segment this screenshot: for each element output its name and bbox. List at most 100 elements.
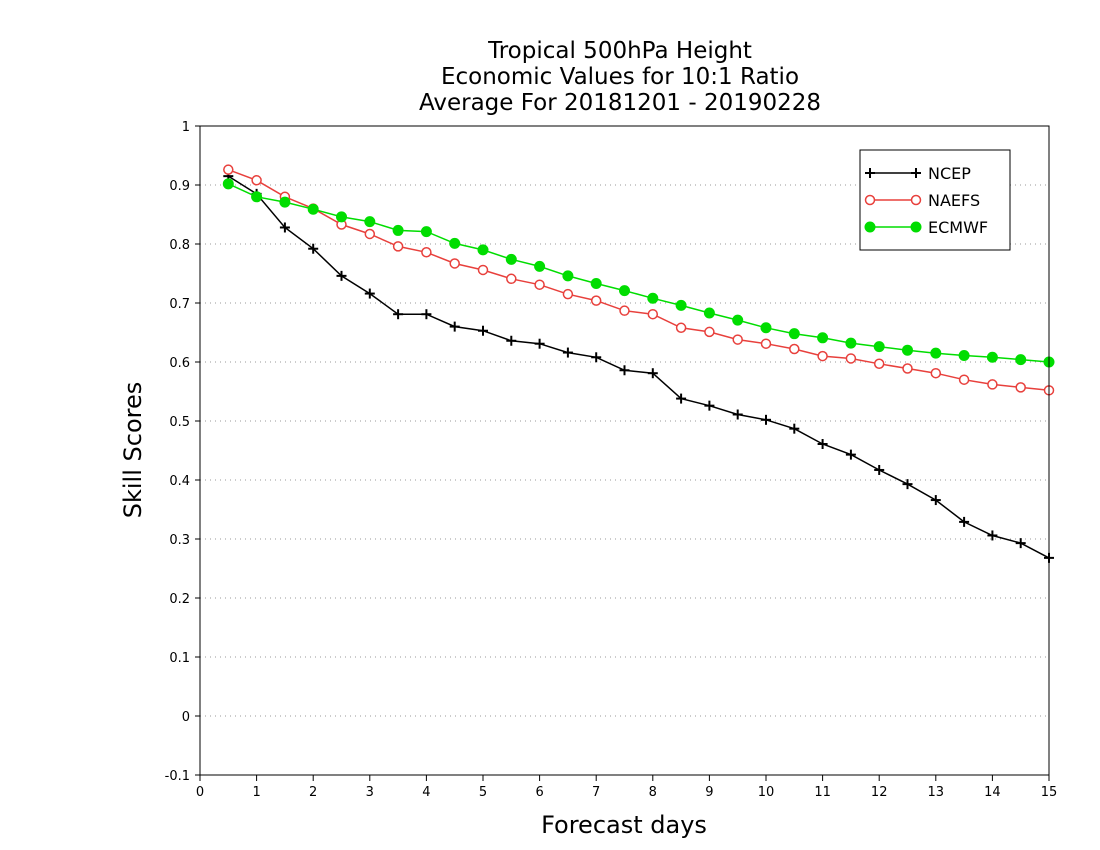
legend-marker-start-ecmwf (864, 221, 876, 233)
y-axis: -0.1 0 0.1 0.2 0.3 0.4 0.5 0.6 0.7 0.8 0.9 1 (165, 120, 200, 784)
point-ecmwf-16 (675, 299, 687, 311)
point-ncep-2 (279, 222, 290, 233)
legend-marker-end-ecmwf (910, 221, 922, 233)
legend-marker-end-ncep (911, 168, 921, 178)
point-ncep-19 (761, 414, 771, 425)
point-naefs-18 (732, 334, 743, 345)
y-tick-label-10: 0.9 (169, 179, 190, 194)
point-ncep-23 (874, 464, 885, 475)
point-naefs-23 (873, 358, 885, 370)
point-ncep-26 (959, 516, 970, 527)
x-axis: 0 1 2 3 4 5 6 7 8 9 10 11 12 13 14 15 (196, 775, 1057, 800)
point-ecmwf-0 (222, 178, 234, 190)
point-naefs-13 (590, 295, 602, 306)
point-naefs-6 (392, 241, 404, 252)
point-ecmwf-19 (760, 322, 772, 334)
point-ncep-10 (506, 335, 517, 346)
point-ncep-8 (449, 321, 460, 332)
point-ecmwf-3 (307, 203, 319, 215)
point-ncep-3 (308, 243, 319, 254)
point-naefs-15 (647, 308, 659, 320)
point-ecmwf-4 (336, 211, 347, 223)
point-ncep-24 (902, 479, 913, 490)
point-ecmwf-9 (477, 244, 489, 256)
point-naefs-27 (987, 379, 998, 390)
x-tick-label-15: 15 (1041, 785, 1058, 800)
point-naefs-19 (760, 338, 772, 349)
point-naefs-25 (930, 367, 942, 379)
point-ncep-11 (534, 338, 545, 349)
point-ncep-25 (930, 495, 941, 506)
point-naefs-17 (704, 326, 715, 338)
point-ecmwf-13 (590, 278, 602, 290)
point-ecmwf-12 (562, 270, 574, 282)
series-layer (222, 164, 1055, 563)
y-tick-label-4: 0.3 (169, 533, 190, 548)
point-ecmwf-24 (902, 344, 913, 356)
point-naefs-24 (902, 363, 913, 374)
point-naefs-7 (421, 247, 432, 258)
point-naefs-1 (251, 175, 262, 186)
legend: NCEP NAEFS ECMWF (859, 149, 1011, 251)
y-tick-label-9: 0.8 (169, 238, 190, 253)
x-tick-label-11: 11 (814, 785, 831, 800)
legend-entry-ncep: NCEP (865, 164, 971, 183)
x-tick-label-1: 1 (252, 785, 260, 800)
point-ncep-12 (562, 347, 573, 358)
y-tick-label-2: 0.1 (169, 651, 190, 666)
y-tick-label-8: 0.7 (169, 297, 190, 312)
point-ncep-22 (845, 449, 856, 460)
title-line-1: Tropical 500hPa Height (487, 38, 752, 64)
point-ecmwf-7 (420, 226, 432, 238)
x-tick-label-6: 6 (535, 785, 543, 800)
point-naefs-28 (1015, 382, 1026, 393)
point-naefs-14 (619, 305, 630, 316)
point-ncep-20 (789, 423, 800, 434)
plot-frame (199, 125, 1050, 776)
y-tick-label-1: 0 (182, 710, 190, 725)
legend-entry-ecmwf: ECMWF (864, 218, 988, 237)
point-naefs-22 (845, 353, 857, 364)
point-ecmwf-17 (703, 307, 715, 319)
title-line-3: Average For 20181201 - 20190228 (419, 90, 821, 116)
y-tick-label-5: 0.4 (169, 474, 190, 489)
point-ncep-27 (987, 530, 998, 541)
point-ncep-17 (704, 400, 715, 411)
x-tick-label-12: 12 (871, 785, 888, 800)
point-ecmwf-23 (873, 341, 885, 353)
point-ncep-7 (421, 309, 432, 320)
point-ecmwf-11 (534, 260, 546, 272)
x-axis-label: Forecast days (541, 811, 707, 839)
point-ecmwf-10 (505, 253, 517, 265)
x-tick-label-10: 10 (758, 785, 775, 800)
series-line-ncep (227, 175, 1050, 559)
y-axis-label: Skill Scores (119, 382, 147, 519)
point-ecmwf-22 (845, 337, 857, 349)
legend-label-ecmwf: ECMWF (928, 218, 988, 237)
legend-marker-end-naefs (910, 194, 922, 206)
point-ecmwf-15 (647, 292, 659, 304)
point-naefs-20 (789, 343, 800, 355)
legend-marker-start-naefs (864, 194, 876, 206)
point-ncep-5 (364, 288, 375, 299)
point-ecmwf-25 (930, 347, 942, 359)
point-ecmwf-2 (279, 196, 291, 208)
legend-label-naefs: NAEFS (928, 191, 980, 210)
point-ncep-16 (676, 393, 687, 404)
y-tick-label-11: 1 (182, 120, 190, 135)
point-ecmwf-1 (251, 191, 263, 203)
title-line-2: Economic Values for 10:1 Ratio (441, 64, 799, 90)
point-ecmwf-6 (392, 224, 404, 236)
point-ncep-28 (1015, 538, 1026, 549)
point-ecmwf-18 (732, 314, 744, 326)
x-tick-label-7: 7 (592, 785, 600, 800)
point-naefs-5 (364, 228, 376, 240)
point-ecmwf-20 (788, 328, 800, 340)
x-tick-label-8: 8 (649, 785, 657, 800)
point-ecmwf-28 (1015, 354, 1027, 366)
point-ncep-21 (817, 439, 828, 450)
y-tick-label-6: 0.5 (169, 415, 190, 430)
point-ecmwf-27 (986, 351, 998, 363)
point-naefs-8 (449, 258, 460, 269)
